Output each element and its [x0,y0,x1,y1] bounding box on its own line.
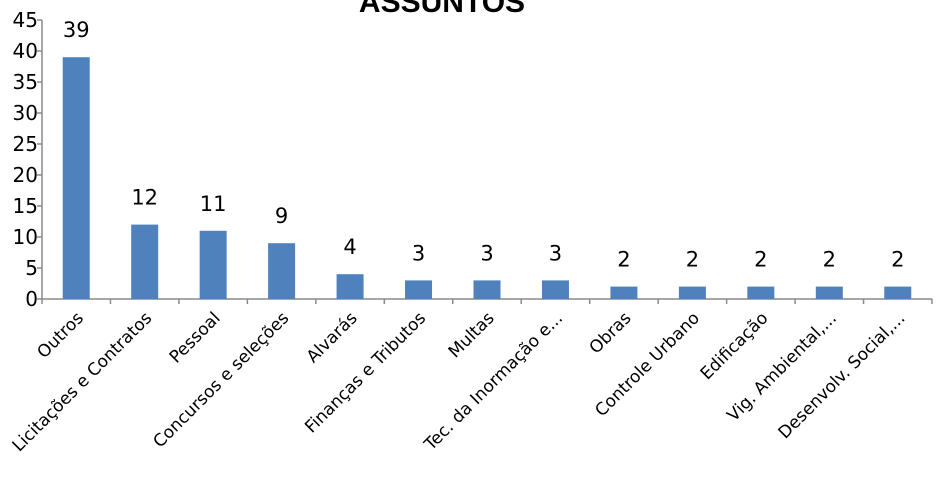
data-label: 39 [63,18,90,42]
bar [610,287,637,299]
x-tick-label: Licitações e Contratos [9,308,157,456]
x-tick-label: Alvarás [303,308,362,367]
x-tick-label: Obras [586,308,636,358]
y-tick-label: 15 [13,194,38,218]
y-tick-label: 5 [25,256,38,280]
bar [474,280,501,299]
x-tick-label: Edificação [697,308,773,384]
bar [268,243,295,299]
x-tick-label: Outros [34,308,88,362]
data-label: 11 [200,192,227,216]
x-tick-label: Desenvolv. Social,... [775,308,910,443]
data-label: 3 [412,241,425,265]
data-label: 9 [275,204,288,228]
data-label: 2 [686,248,699,272]
y-tick-label: 35 [13,70,38,94]
bar [542,280,569,299]
x-tick-label: Multas [445,308,499,362]
data-label: 3 [480,241,493,265]
bar [884,287,911,299]
data-label: 2 [891,248,904,272]
x-tick-label: Finanças e Tributos [301,308,430,437]
y-tick-label: 40 [13,39,38,63]
x-tick-label: Tec. da Inormação e... [420,308,567,455]
data-label: 3 [549,241,562,265]
x-tick-label: Concursos e seleções [150,308,294,452]
y-tick-label: 45 [13,8,38,32]
chart-title: ASSUNTOS [359,0,525,19]
y-tick-label: 25 [13,132,38,156]
x-axis [42,299,932,304]
y-tick-label: 20 [13,163,38,187]
bar [405,280,432,299]
bar [747,287,774,299]
bar [63,57,90,299]
bar [337,274,364,299]
data-label: 2 [754,248,767,272]
bar [131,225,158,299]
data-label: 2 [617,248,630,272]
data-labels: 39 12 11 9 4 3 3 3 2 2 2 2 2 [63,18,905,271]
bar [200,231,227,299]
x-tick-label: Pessoal [166,308,225,367]
data-label: 4 [343,235,356,259]
y-tick-label: 10 [13,225,38,249]
y-axis: 0 5 10 15 20 25 30 35 40 45 [13,8,42,311]
bar [679,287,706,299]
y-tick-label: 30 [13,101,38,125]
data-label: 12 [131,186,158,210]
data-label: 2 [823,248,836,272]
bar [816,287,843,299]
y-tick-label: 0 [25,287,38,311]
